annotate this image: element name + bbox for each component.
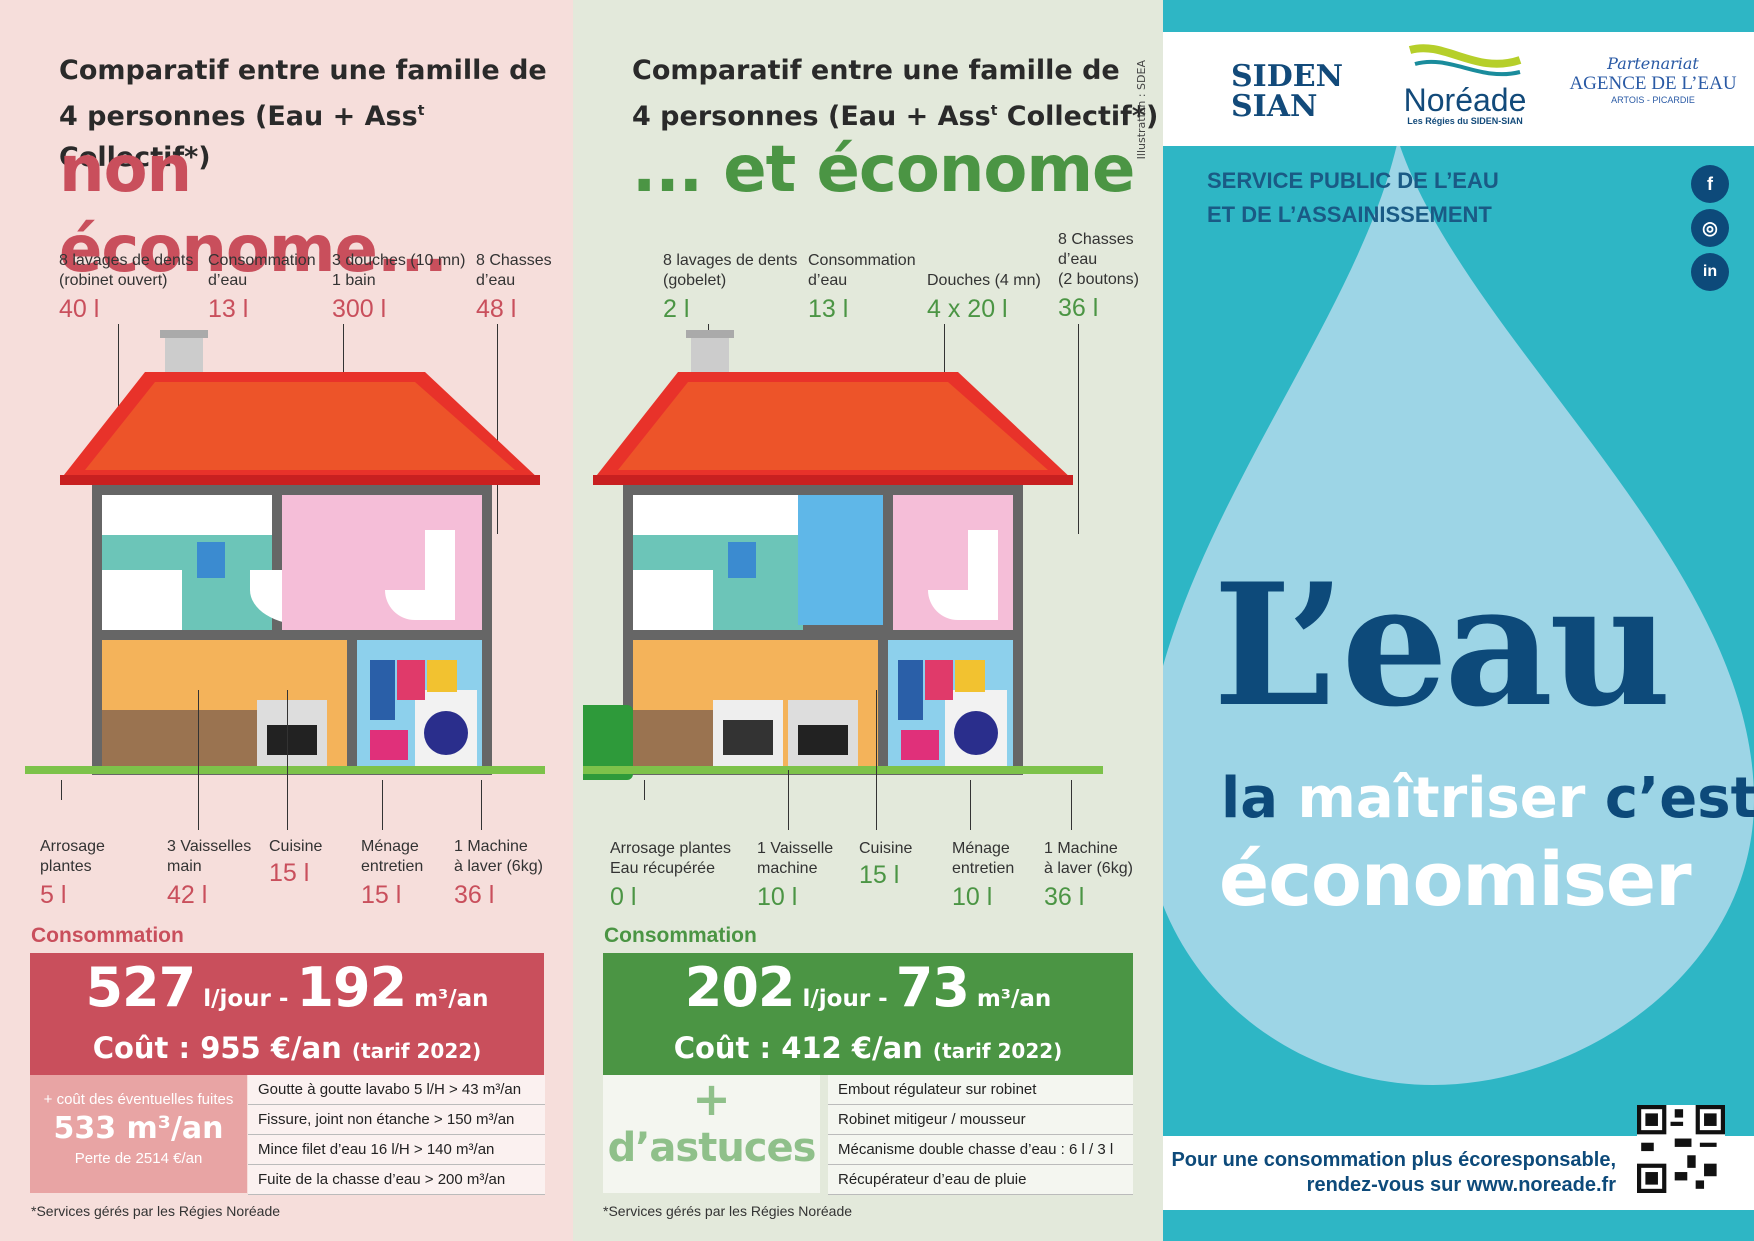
big-title-econome: ... et économe: [632, 133, 1135, 207]
consumption-box: 527 l/jour - 192 m³/an Coût : 955 €/an (…: [30, 953, 544, 1075]
label-drinking: Consommation d’eau 13 l: [808, 252, 916, 323]
label-brushing: 8 lavages de dents (robinet ouvert) 40 l: [59, 252, 194, 323]
panel-cover: SIDEN SIAN Noréade Les Régies du SIDEN-S…: [1163, 0, 1754, 1241]
comparison-heading: Comparatif entre une famille de 4 person…: [632, 55, 1159, 132]
label-showers: Douches (4 mn) 4 x 20 l: [927, 272, 1041, 323]
label-cooking: Cuisine 15 l: [269, 838, 323, 887]
label-dishes: 3 Vaisselles main 42 l: [167, 838, 252, 909]
label-showers: 3 douches (10 mn) 1 bain 300 l: [332, 252, 466, 323]
label-dishwasher: 1 Vaisselle machine 10 l: [757, 840, 834, 911]
consumption-title: Consommation: [31, 924, 184, 947]
label-drinking: Consommation d’eau 13 l: [208, 252, 316, 323]
service-public-heading: SERVICE PUBLIC DE L’EAU ET DE L’ASSAINIS…: [1207, 168, 1499, 227]
agence-eau-logo: Partenariat AGENCE DE L’EAU ARTOIS - PIC…: [1569, 54, 1737, 105]
list-item: Goutte à goutte lavabo 5 l/H > 43 m³/an: [248, 1075, 545, 1105]
main-title: L’eau: [1213, 546, 1671, 744]
list-item: Fuite de la chasse d’eau > 200 m³/an: [248, 1165, 545, 1195]
label-flushes: 8 Chasses d’eau (2 boutons) 36 l: [1058, 231, 1139, 322]
tips-box: + d’astuces: [603, 1075, 820, 1193]
leak-list: Goutte à goutte lavabo 5 l/H > 43 m³/an …: [248, 1075, 545, 1195]
linkedin-icon[interactable]: in: [1691, 253, 1729, 291]
label-watering: Arrosage plantes Eau récupérée 0 l: [610, 840, 731, 911]
consumption-box: 202 l/jour - 73 m³/an Coût : 412 €/an (t…: [603, 953, 1133, 1075]
label-cleaning: Ménage entretien 10 l: [952, 840, 1015, 911]
footnote: *Services gérés par les Régies Noréade: [31, 1203, 281, 1219]
panel-non-econome: Comparatif entre une famille de 4 person…: [0, 0, 573, 1241]
tagline: la maîtriser c’est: [1221, 766, 1754, 831]
label-watering: Arrosage plantes 5 l: [40, 838, 105, 909]
big-title-non-econome: non économe...: [59, 133, 448, 287]
panel-econome: Comparatif entre une famille de 4 person…: [573, 0, 1163, 1241]
label-brushing: 8 lavages de dents (gobelet) 2 l: [663, 252, 798, 323]
water-drop-icon: [1163, 140, 1754, 1085]
label-cooking: Cuisine 15 l: [859, 840, 913, 889]
house-illustration: [583, 330, 1103, 780]
instagram-icon[interactable]: ◎: [1691, 209, 1729, 247]
list-item: Embout régulateur sur robinet: [828, 1075, 1133, 1105]
qr-code-icon[interactable]: [1637, 1105, 1725, 1193]
list-item: Mécanisme double chasse d’eau : 6 l / 3 …: [828, 1135, 1133, 1165]
siden-sian-logo: SIDEN SIAN: [1231, 59, 1344, 124]
footnote: *Services gérés par les Régies Noréade: [603, 1203, 853, 1219]
leak-cost-box: + coût des éventuelles fuites 533 m³/an …: [30, 1075, 247, 1193]
label-washing-machine: 1 Machine à laver (6kg) 36 l: [1044, 840, 1133, 911]
list-item: Mince filet d’eau 16 l/H > 140 m³/an: [248, 1135, 545, 1165]
label-cleaning: Ménage entretien 15 l: [361, 838, 424, 909]
list-item: Récupérateur d’eau de pluie: [828, 1165, 1133, 1195]
illustration-credit: Illustration : SDEA: [1135, 60, 1148, 160]
noreade-wave-icon: [1408, 44, 1522, 77]
list-item: Robinet mitigeur / mousseur: [828, 1105, 1133, 1135]
noreade-logo: Noréade Les Régies du SIDEN-SIAN: [1395, 40, 1535, 126]
label-washing-machine: 1 Machine à laver (6kg) 36 l: [454, 838, 543, 909]
consumption-title: Consommation: [604, 924, 757, 947]
tips-list: Embout régulateur sur robinet Robinet mi…: [828, 1075, 1133, 1195]
tagline-economiser: économiser: [1219, 837, 1692, 923]
house-illustration: [25, 330, 545, 775]
label-flushes: 8 Chasses d’eau 48 l: [476, 252, 552, 323]
website-promo: Pour une consommation plus écoresponsabl…: [1171, 1149, 1616, 1196]
list-item: Fissure, joint non étanche > 150 m³/an: [248, 1105, 545, 1135]
facebook-icon[interactable]: f: [1691, 165, 1729, 203]
comparison-heading: Comparatif entre une famille de 4 person…: [59, 55, 547, 173]
partner-logos: SIDEN SIAN Noréade Les Régies du SIDEN-S…: [1163, 32, 1754, 146]
